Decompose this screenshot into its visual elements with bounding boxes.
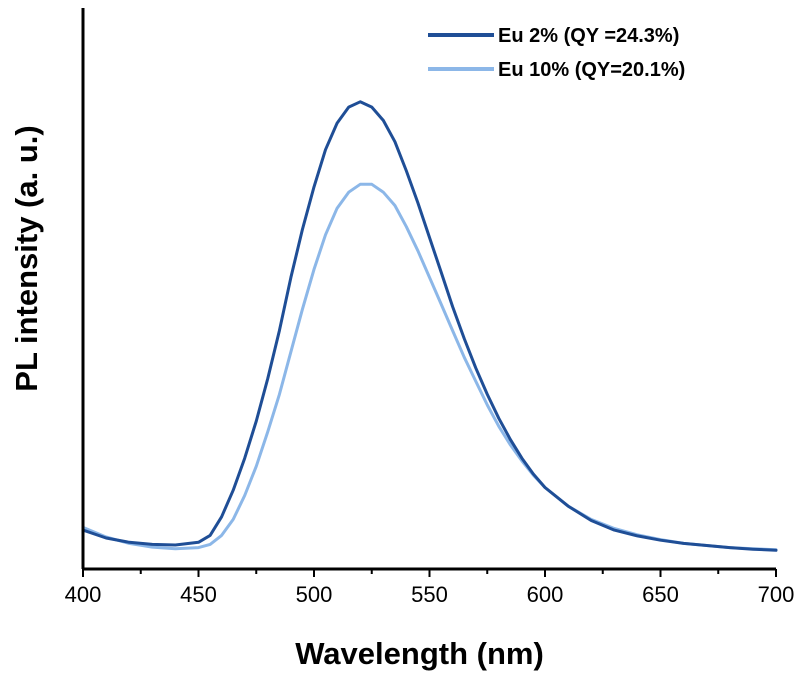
x-tick-label: 500 (296, 582, 333, 607)
x-tick-label: 700 (758, 582, 795, 607)
axes: 400 450 500 550 600 650 700 Wavelength (nm) PL i… (9, 8, 794, 671)
x-tick-label: 600 (527, 582, 564, 607)
x-tick-label: 650 (642, 582, 679, 607)
plot-area (81, 100, 778, 552)
x-tick-label: 550 (411, 582, 448, 607)
legend-label-2: Eu 10% (QY=20.1%) (498, 59, 685, 81)
x-axis-title: Wavelength (nm) (295, 636, 544, 671)
series-line-1 (81, 100, 778, 552)
legend: Eu 2% (QY =24.3%) Eu 10% (QY=20.1%) (428, 25, 685, 81)
y-axis-title: PL intensity (a. u.) (9, 125, 44, 391)
legend-label-1: Eu 2% (QY =24.3%) (498, 25, 679, 47)
x-tick-label: 450 (180, 582, 217, 607)
x-tick-label: 400 (65, 582, 102, 607)
